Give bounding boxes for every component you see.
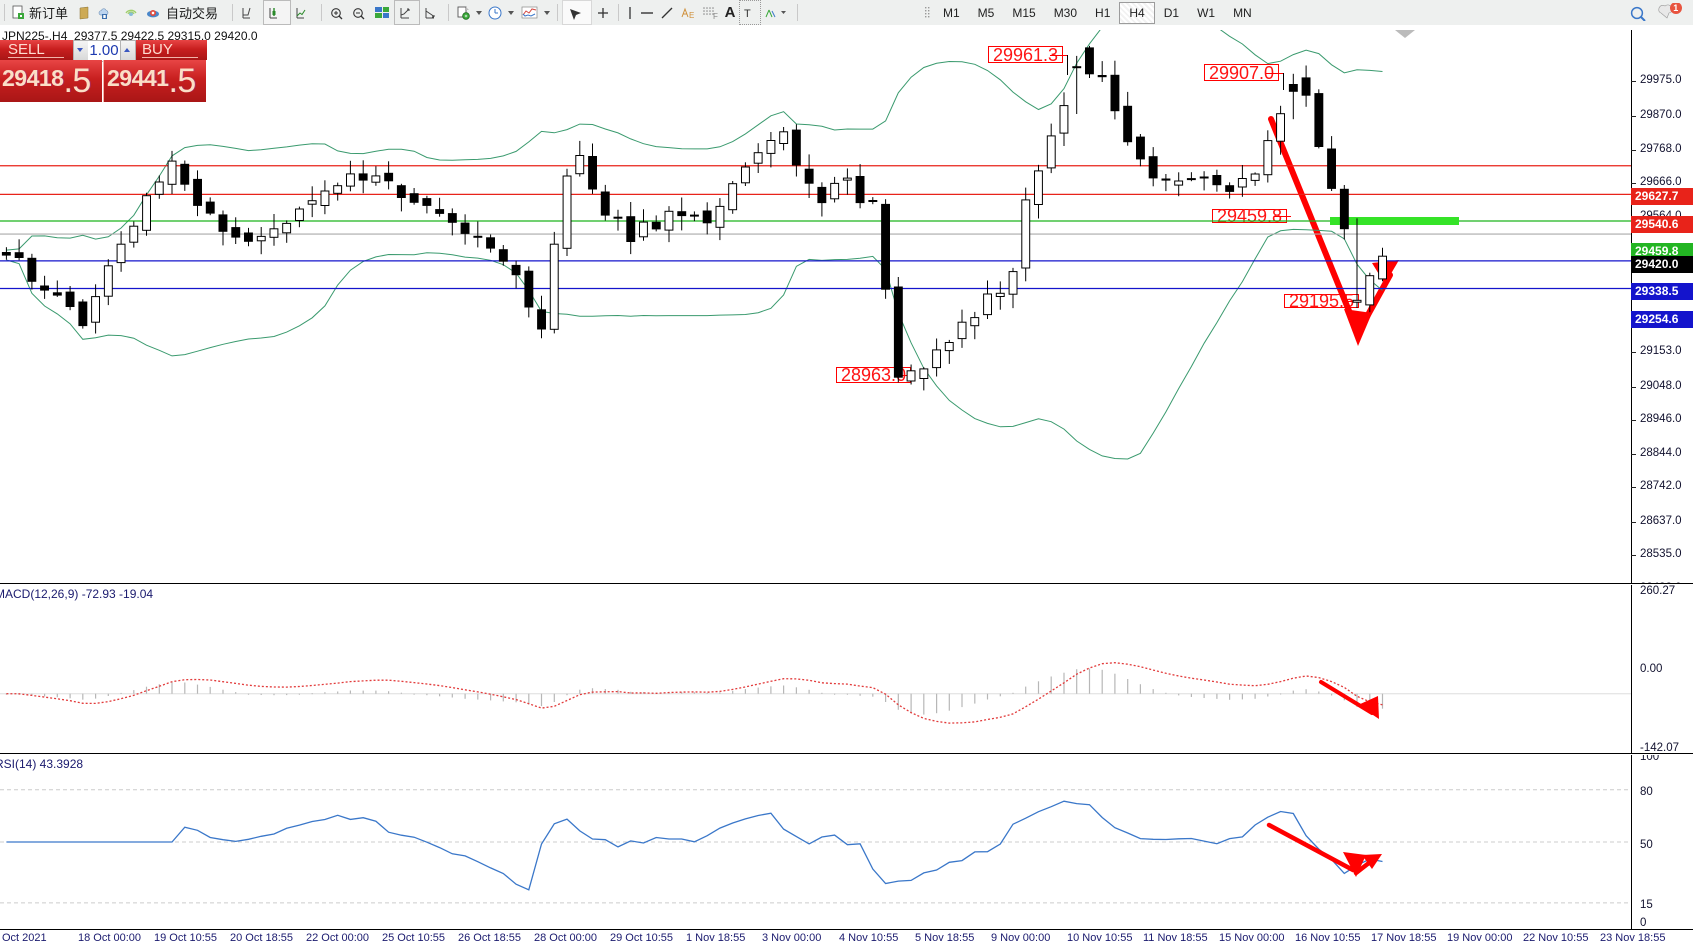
svg-text:T: T xyxy=(744,8,751,20)
svg-text:E: E xyxy=(689,11,694,20)
svg-text:F: F xyxy=(713,12,718,21)
svg-text:1: 1 xyxy=(1673,3,1678,13)
